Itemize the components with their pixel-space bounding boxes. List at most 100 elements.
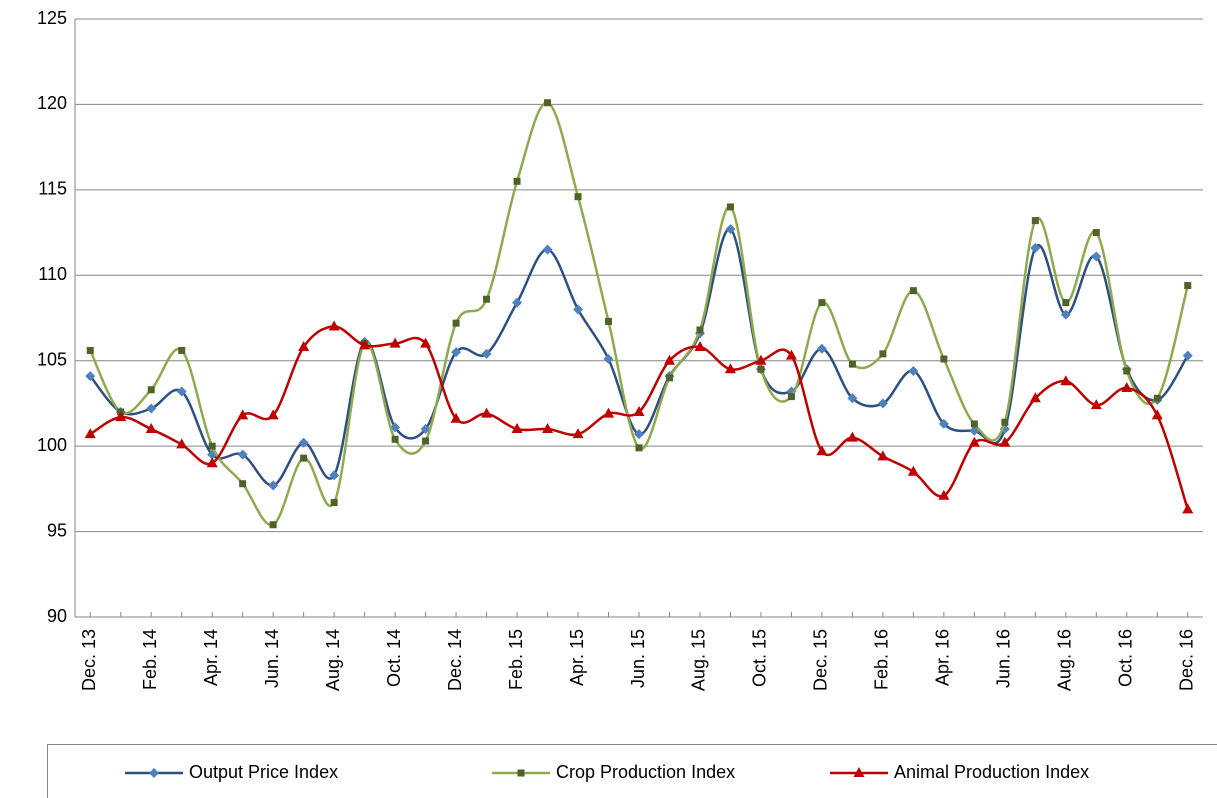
- x-tick-label: Aug. 15: [689, 629, 709, 691]
- marker: [84, 428, 96, 439]
- x-tick-label: Aug. 14: [323, 629, 343, 691]
- marker: [970, 420, 978, 428]
- marker: [389, 337, 401, 348]
- y-tick-label: 125: [37, 8, 67, 28]
- marker: [147, 386, 155, 394]
- marker: [908, 365, 919, 376]
- marker: [634, 429, 644, 440]
- marker: [420, 337, 432, 348]
- marker: [176, 438, 188, 449]
- marker: [391, 435, 399, 443]
- marker: [1123, 367, 1131, 375]
- marker: [1153, 394, 1161, 402]
- marker: [452, 319, 460, 327]
- marker: [663, 354, 675, 365]
- marker: [115, 411, 127, 422]
- marker: [268, 480, 279, 491]
- marker: [239, 480, 247, 488]
- marker: [1090, 399, 1102, 410]
- marker: [146, 403, 157, 414]
- marker: [86, 346, 94, 354]
- marker: [450, 412, 462, 423]
- marker: [696, 326, 704, 334]
- legend-marker: [853, 767, 865, 777]
- marker: [1091, 251, 1102, 262]
- marker: [328, 320, 340, 331]
- marker: [206, 457, 218, 468]
- x-tick-label: Feb. 14: [140, 629, 160, 690]
- marker: [512, 297, 523, 308]
- marker: [635, 444, 643, 452]
- marker: [605, 317, 613, 325]
- marker: [481, 407, 493, 418]
- x-tick-label: Feb. 15: [506, 629, 526, 690]
- series-line: [89, 227, 1189, 487]
- y-tick-label: 100: [37, 435, 67, 455]
- marker: [1060, 309, 1071, 320]
- marker: [513, 177, 521, 185]
- marker: [481, 348, 492, 359]
- marker: [269, 521, 277, 529]
- y-tick-label: 120: [37, 93, 67, 113]
- marker: [848, 360, 856, 368]
- marker: [1029, 392, 1041, 403]
- marker: [724, 363, 736, 374]
- marker: [877, 450, 889, 461]
- marker: [665, 374, 673, 382]
- marker: [298, 341, 310, 352]
- marker: [298, 437, 309, 448]
- marker: [237, 409, 249, 420]
- marker: [877, 398, 888, 409]
- marker: [329, 470, 340, 481]
- marker: [1151, 409, 1163, 420]
- x-tick-label: Oct. 15: [750, 629, 770, 687]
- marker: [544, 99, 552, 107]
- marker: [847, 393, 858, 404]
- marker: [208, 442, 216, 450]
- marker: [178, 346, 186, 354]
- marker: [573, 304, 584, 315]
- marker: [237, 449, 248, 460]
- marker: [785, 349, 797, 360]
- marker: [726, 203, 734, 211]
- legend-label: Output Price Index: [189, 762, 338, 782]
- x-tick-label: Oct. 16: [1116, 629, 1136, 687]
- marker: [818, 299, 826, 307]
- marker: [1121, 382, 1133, 393]
- marker: [816, 445, 828, 456]
- x-tick-label: Aug. 16: [1055, 629, 1075, 691]
- marker: [1182, 503, 1194, 514]
- x-tick-label: Jun. 14: [262, 629, 282, 688]
- y-tick-label: 105: [37, 349, 67, 369]
- marker: [1182, 350, 1193, 361]
- x-tick-label: Apr. 14: [201, 629, 221, 686]
- marker: [879, 350, 887, 358]
- marker: [694, 341, 706, 352]
- marker: [542, 244, 553, 255]
- y-tick-label: 110: [38, 264, 67, 284]
- marker: [1060, 375, 1072, 386]
- marker: [725, 224, 736, 235]
- x-tick-label: Dec. 13: [79, 629, 99, 691]
- y-tick-label: 90: [47, 606, 67, 626]
- marker: [603, 407, 615, 418]
- legend-marker: [517, 769, 525, 777]
- marker: [542, 423, 554, 434]
- legend-marker: [149, 768, 159, 778]
- marker: [574, 193, 582, 201]
- x-tick-label: Apr. 15: [567, 629, 587, 686]
- marker: [816, 343, 827, 354]
- marker: [1062, 299, 1070, 307]
- marker: [907, 465, 919, 476]
- x-tick-label: Feb. 16: [872, 629, 892, 690]
- marker: [1092, 229, 1100, 237]
- marker: [267, 409, 279, 420]
- x-tick-label: Oct. 14: [384, 629, 404, 687]
- marker: [85, 371, 96, 382]
- marker: [909, 287, 917, 295]
- marker: [1031, 217, 1039, 225]
- marker: [359, 339, 371, 350]
- marker: [422, 437, 430, 445]
- marker: [1001, 418, 1009, 426]
